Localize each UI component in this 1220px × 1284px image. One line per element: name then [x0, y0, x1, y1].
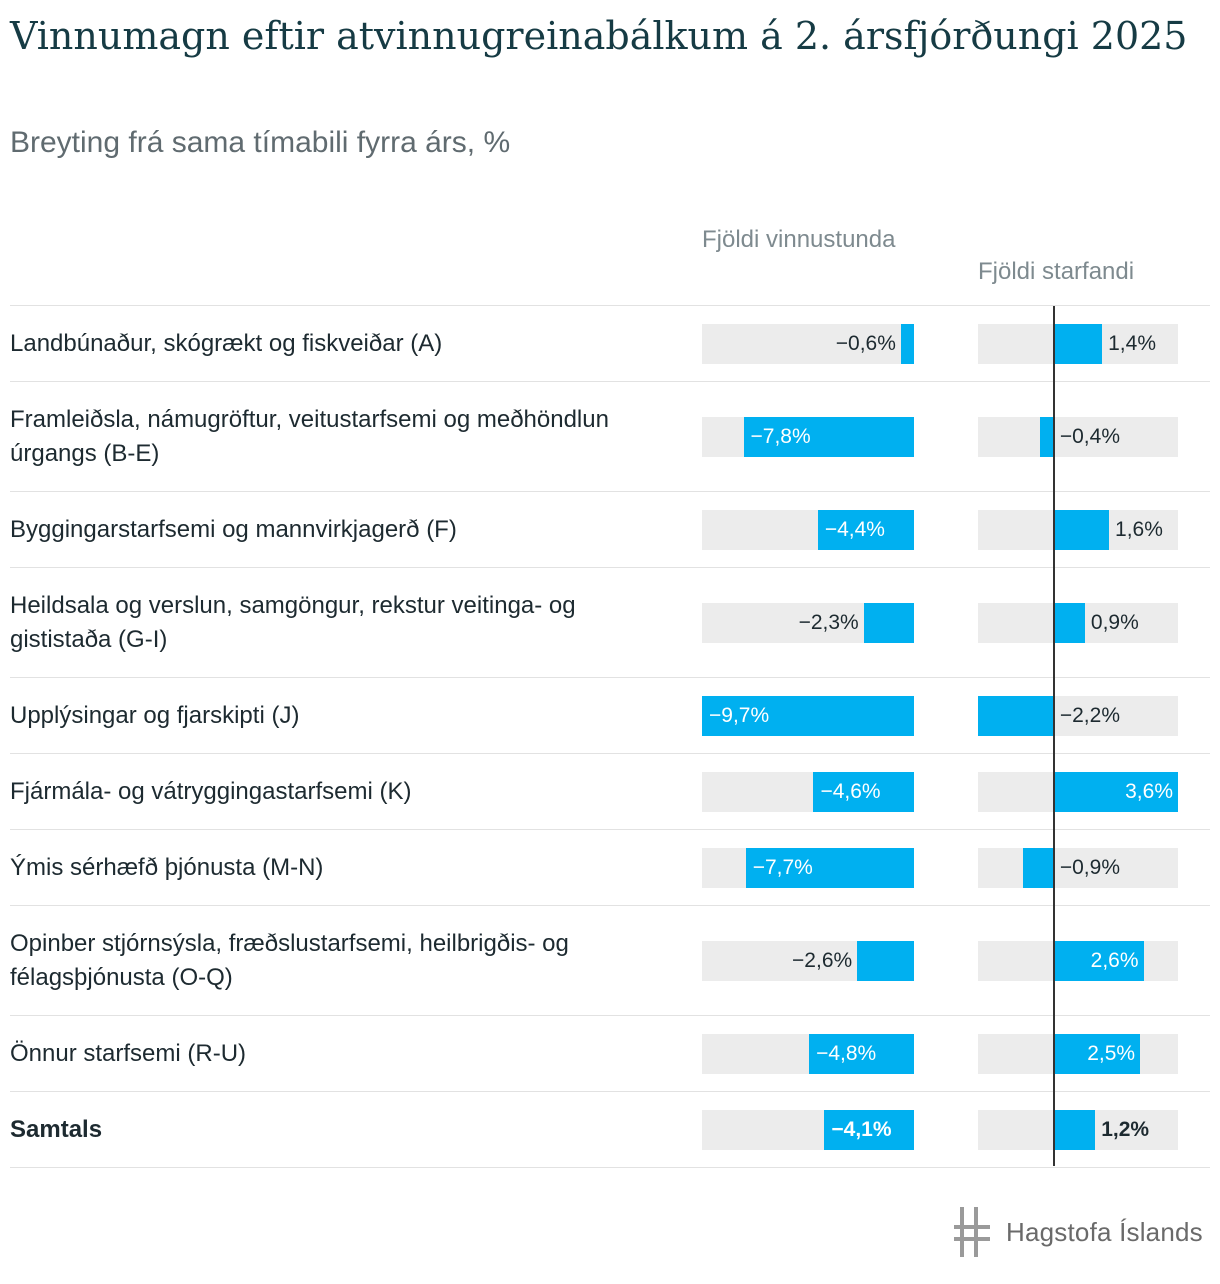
row-divider — [10, 1167, 1210, 1168]
value-label-starfandi: 1,6% — [1115, 517, 1163, 541]
bar-vinnustundir — [824, 1109, 914, 1150]
bar-vinnustundir — [813, 771, 914, 812]
bar-starfandi — [1022, 847, 1054, 888]
column-header-vinnustundir: Fjöldi vinnustunda — [702, 226, 896, 253]
bar-vinnustundir — [745, 847, 914, 888]
row-divider — [10, 305, 1210, 306]
bar-vinnustundir — [809, 1033, 914, 1074]
category-label: Fjármála- og vátryggingastarfsemi (K) — [10, 777, 412, 805]
zero-line-starfandi — [1052, 306, 1055, 1166]
bar-starfandi — [1053, 323, 1103, 364]
category-label: Samtals — [10, 1115, 103, 1143]
value-label-vinnustundir: −4,1% — [831, 1117, 892, 1141]
bar-starfandi — [1053, 602, 1085, 643]
category-label: Upplýsingar og fjarskipti (J) — [10, 701, 300, 729]
value-label-vinnustundir: −9,7% — [709, 703, 770, 727]
value-label-vinnustundir: −0,6% — [835, 331, 896, 355]
bar-starfandi — [1053, 771, 1178, 812]
bar-starfandi — [1053, 940, 1144, 981]
category-label: Önnur starfsemi (R-U) — [10, 1039, 247, 1067]
value-label-starfandi: 1,2% — [1101, 1117, 1150, 1141]
value-label-vinnustundir: −4,4% — [824, 517, 885, 541]
value-label-starfandi: 3,6% — [1125, 779, 1173, 803]
category-label: Landbúnaður, skógrækt og fiskveiðar (A) — [10, 329, 443, 357]
bar-starfandi — [1053, 509, 1110, 550]
track-vinnustundir — [702, 323, 914, 364]
bar-vinnustundir — [900, 323, 914, 364]
row-divider — [10, 677, 1210, 678]
category-label: Framleiðsla, námugröftur, veitustarfsemi… — [10, 405, 609, 467]
bar-vinnustundir — [857, 940, 914, 981]
track-starfandi — [978, 416, 1178, 457]
chart-title: Vinnumagn eftir atvinnugreinabálkum á 2.… — [10, 14, 1188, 58]
hagstofa-logo-icon — [954, 1207, 990, 1257]
category-label: Opinber stjórnsýsla, fræðslustarfsemi, h… — [10, 929, 569, 991]
value-label-starfandi: −2,2% — [1059, 703, 1120, 727]
column-header-starfandi: Fjöldi starfandi — [978, 258, 1135, 285]
track-starfandi — [978, 847, 1178, 888]
value-label-vinnustundir: −2,3% — [798, 610, 859, 634]
value-label-vinnustundir: −2,6% — [792, 948, 853, 972]
row-divider — [10, 753, 1210, 754]
category-label: Heildsala og verslun, samgöngur, rekstur… — [10, 591, 576, 653]
bar-starfandi — [1040, 416, 1054, 457]
bar-starfandi — [1053, 1033, 1141, 1074]
value-label-starfandi: 0,9% — [1090, 610, 1139, 634]
bar-vinnustundir — [863, 602, 914, 643]
value-label-starfandi: 1,4% — [1108, 331, 1156, 355]
row-divider — [10, 829, 1210, 830]
bar-vinnustundir — [817, 509, 914, 550]
row-divider — [10, 381, 1210, 382]
row-divider — [10, 491, 1210, 492]
category-label: Ýmis sérhæfð þjónusta (M-N) — [10, 853, 324, 881]
value-label-vinnustundir: −7,7% — [752, 855, 813, 879]
row-divider — [10, 1091, 1210, 1092]
row-divider — [10, 567, 1210, 568]
bar-starfandi — [1053, 1109, 1096, 1150]
category-label: Byggingarstarfsemi og mannvirkjagerð (F) — [10, 515, 457, 543]
logo-text: Hagstofa Íslands — [1006, 1216, 1203, 1247]
chart-subtitle: Breyting frá sama tímabili fyrra árs, % — [10, 126, 511, 159]
logo: Hagstofa Íslands — [952, 1205, 1203, 1259]
bar-vinnustundir — [743, 416, 914, 457]
row-divider — [10, 905, 1210, 906]
value-label-starfandi: 2,6% — [1090, 948, 1139, 972]
bar-starfandi — [978, 695, 1054, 736]
row-divider — [10, 1015, 1210, 1016]
value-label-vinnustundir: −4,8% — [816, 1041, 877, 1065]
value-label-vinnustundir: −4,6% — [820, 779, 881, 803]
value-label-vinnustundir: −7,8% — [750, 424, 811, 448]
bar-vinnustundir — [702, 695, 914, 736]
value-label-starfandi: −0,4% — [1059, 424, 1120, 448]
value-label-starfandi: −0,9% — [1059, 855, 1120, 879]
value-label-starfandi: 2,5% — [1087, 1041, 1136, 1065]
